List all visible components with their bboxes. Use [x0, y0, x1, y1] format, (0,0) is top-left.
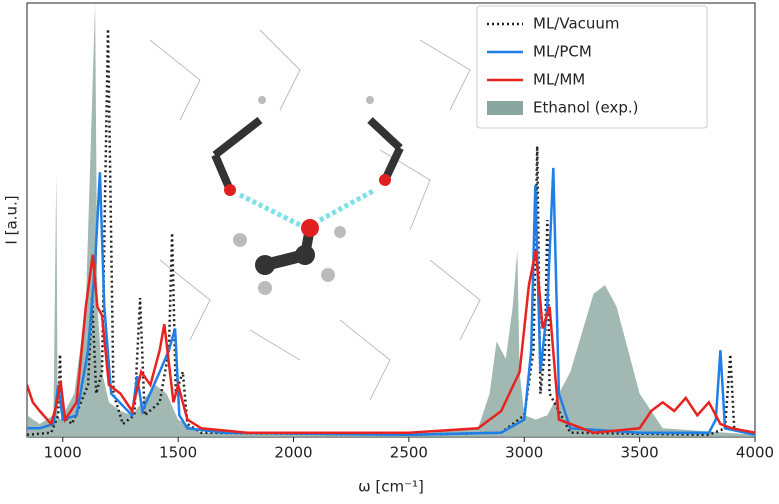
y-axis-label: I [a.u.] [3, 195, 21, 244]
plot-series [27, 3, 755, 437]
legend-label: ML/Vacuum [533, 15, 620, 33]
x-tick-label: 2500 [390, 444, 428, 462]
molecule [211, 96, 404, 295]
molecule-illustration [149, 29, 481, 401]
legend-label: ML/PCM [533, 43, 592, 61]
area [27, 3, 755, 437]
x-tick-label: 3500 [621, 444, 659, 462]
legend-box [476, 5, 708, 129]
x-tick-label: 3000 [505, 444, 543, 462]
x-tick-label: 2000 [274, 444, 312, 462]
legend-swatch [487, 101, 523, 115]
line [27, 250, 755, 434]
x-tick-label: 1500 [159, 444, 197, 462]
legend-label: ML/MM [533, 71, 585, 89]
line [27, 28, 755, 437]
x-tick-label: 1000 [44, 444, 82, 462]
x-axis-label: ω [cm⁻¹] [358, 478, 424, 496]
legend-label: Ethanol (exp.) [533, 99, 639, 117]
x-tick-label: 4000 [736, 444, 774, 462]
